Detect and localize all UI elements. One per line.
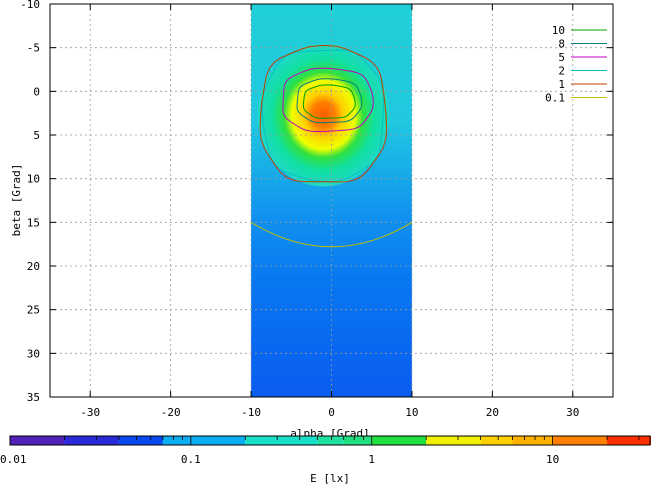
legend-label-0_1: 0.1 [545,92,565,105]
y-tick-label: 5 [33,129,40,142]
colorbar-band [552,436,608,445]
contour-5 [282,67,374,133]
colorbar-band [10,436,65,445]
colorbar-tick-label: 0.01 [0,453,27,466]
y-tick-label: 35 [27,391,40,404]
x-tick-label: -10 [241,406,261,419]
colorbar-band [607,436,651,445]
colorbar-band [480,436,513,445]
legend-label-10: 10 [552,24,565,37]
contour-10 [302,84,356,119]
contour-8 [296,78,363,124]
y-tick-label: 30 [27,347,40,360]
colorbar-band [245,436,318,445]
colorbar: 0.01 0.1 1 10 [0,435,651,466]
x-tick-label: -20 [161,406,181,419]
y-axis-label: beta [Grad] [10,164,23,237]
y-tick-label: 15 [27,216,40,229]
colorbar-band [162,436,246,445]
y-tick-label: 10 [27,173,40,186]
x-tick-label: 10 [405,406,418,419]
x-tick-label: 30 [566,406,579,419]
legend-label-2: 2 [558,65,565,78]
colorbar-tick-label: 10 [546,453,559,466]
colorbar-tick-label: 1 [368,453,375,466]
x-tick-label: 20 [486,406,499,419]
y-tick-label: 0 [33,85,40,98]
colorbar-band [118,436,163,445]
y-tick-label: -10 [20,0,40,11]
colorbar-band [426,436,481,445]
y-tick-label: 25 [27,304,40,317]
legend-label-8: 8 [558,38,565,51]
contour-2 [261,49,385,183]
colorbar-band [343,436,372,445]
contour-1 [259,44,388,183]
colorbar-band [317,436,344,445]
colorbar-band [512,436,553,445]
colorbar-band [64,436,119,445]
x-tick-label: 0 [328,406,335,419]
legend-label-5: 5 [558,51,565,64]
colorbar-tick-label: 0.1 [181,453,201,466]
y-tick-label: 20 [27,260,40,273]
x-tick-label: -30 [80,406,100,419]
contour-0_1 [250,221,413,248]
y-tick-label: -5 [27,42,40,55]
x-axis-ticks: -30 -20 -10 0 10 20 30 [80,4,579,419]
colorbar-label: E [lx] [310,472,350,485]
contour-lines [250,44,413,248]
colorbar-band [371,436,427,445]
hotspot-glow [257,43,390,187]
legend-label-1: 1 [558,78,565,91]
